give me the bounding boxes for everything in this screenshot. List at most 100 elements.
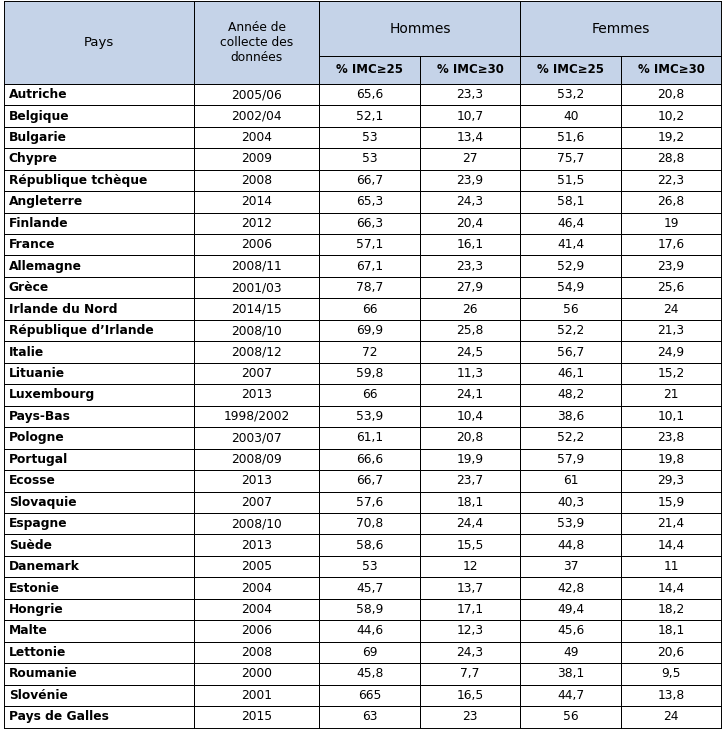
Bar	[320, 320, 420, 341]
Bar	[621, 170, 721, 191]
Bar	[194, 577, 320, 599]
Bar	[621, 556, 721, 577]
Text: 54,9: 54,9	[557, 281, 584, 295]
Text: 13,7: 13,7	[457, 582, 484, 595]
Text: Pays: Pays	[83, 36, 114, 49]
Bar	[4, 599, 194, 620]
Text: Année de
collecte des
données: Année de collecte des données	[220, 21, 293, 64]
Text: 42,8: 42,8	[557, 582, 584, 595]
Bar	[4, 363, 194, 384]
Bar	[194, 234, 320, 255]
Text: 13,4: 13,4	[457, 131, 484, 144]
Text: 2001/03: 2001/03	[231, 281, 282, 295]
Text: 21,4: 21,4	[658, 517, 684, 530]
Bar	[521, 277, 621, 298]
Bar	[621, 56, 721, 84]
Text: 20,8: 20,8	[457, 432, 484, 445]
Bar	[521, 384, 621, 405]
Bar	[521, 320, 621, 341]
Text: Hongrie: Hongrie	[9, 603, 64, 616]
Bar	[194, 320, 320, 341]
Bar	[320, 341, 420, 363]
Bar	[521, 234, 621, 255]
Bar	[4, 341, 194, 363]
Text: 18,1: 18,1	[457, 496, 484, 509]
Text: 67,1: 67,1	[356, 260, 384, 273]
Text: 66,6: 66,6	[356, 453, 384, 466]
Bar	[521, 427, 621, 448]
Bar	[4, 191, 194, 213]
Bar	[194, 148, 320, 170]
Bar	[621, 685, 721, 706]
Bar	[420, 534, 521, 556]
Text: 2003/07: 2003/07	[231, 432, 282, 445]
Bar	[320, 234, 420, 255]
Text: 2005: 2005	[241, 560, 272, 573]
Text: Slovénie: Slovénie	[9, 689, 67, 702]
Bar	[320, 1, 521, 56]
Bar	[621, 277, 721, 298]
Bar	[621, 620, 721, 642]
Bar	[621, 470, 721, 491]
Text: 2015: 2015	[241, 710, 272, 723]
Bar	[521, 298, 621, 320]
Text: 24,9: 24,9	[658, 346, 684, 359]
Bar	[194, 599, 320, 620]
Bar	[420, 277, 521, 298]
Text: 27: 27	[463, 152, 478, 165]
Text: 44,7: 44,7	[557, 689, 584, 702]
Text: République tchèque: République tchèque	[9, 174, 147, 187]
Text: 46,1: 46,1	[557, 367, 584, 380]
Text: 37: 37	[563, 560, 579, 573]
Text: 19,8: 19,8	[658, 453, 684, 466]
Bar	[194, 298, 320, 320]
Text: France: France	[9, 238, 55, 252]
Bar	[320, 148, 420, 170]
Text: 52,2: 52,2	[557, 432, 584, 445]
Text: Malte: Malte	[9, 625, 48, 637]
Text: 53: 53	[362, 560, 378, 573]
Text: Pays-Bas: Pays-Bas	[9, 410, 70, 423]
Bar	[521, 170, 621, 191]
Bar	[194, 470, 320, 491]
Text: 66: 66	[362, 303, 378, 316]
Bar	[194, 448, 320, 470]
Text: Lettonie: Lettonie	[9, 646, 66, 659]
Bar	[420, 491, 521, 513]
Bar	[320, 255, 420, 277]
Bar	[4, 577, 194, 599]
Bar	[4, 170, 194, 191]
Bar	[320, 556, 420, 577]
Bar	[621, 384, 721, 405]
Bar	[621, 577, 721, 599]
Text: 56: 56	[563, 303, 579, 316]
Text: 10,1: 10,1	[658, 410, 684, 423]
Text: 58,6: 58,6	[356, 539, 384, 552]
Text: 66,3: 66,3	[356, 217, 384, 230]
Text: 18,2: 18,2	[658, 603, 684, 616]
Bar	[194, 663, 320, 685]
Text: 56: 56	[563, 710, 579, 723]
Text: Ecosse: Ecosse	[9, 475, 56, 487]
Text: 58,1: 58,1	[557, 195, 584, 208]
Bar	[4, 685, 194, 706]
Text: Pays de Galles: Pays de Galles	[9, 710, 109, 723]
Text: 2008/10: 2008/10	[231, 324, 282, 337]
Bar	[4, 470, 194, 491]
Text: 7,7: 7,7	[460, 668, 480, 680]
Bar	[521, 513, 621, 534]
Text: Luxembourg: Luxembourg	[9, 389, 95, 402]
Bar	[4, 1, 194, 84]
Bar	[4, 105, 194, 127]
Bar	[320, 427, 420, 448]
Text: 15,5: 15,5	[457, 539, 484, 552]
Text: 38,1: 38,1	[557, 668, 584, 680]
Text: 2004: 2004	[241, 582, 272, 595]
Text: 2007: 2007	[241, 367, 272, 380]
Bar	[420, 234, 521, 255]
Text: 58,9: 58,9	[356, 603, 384, 616]
Text: Suède: Suède	[9, 539, 51, 552]
Bar	[621, 234, 721, 255]
Bar	[420, 341, 521, 363]
Text: 45,8: 45,8	[356, 668, 384, 680]
